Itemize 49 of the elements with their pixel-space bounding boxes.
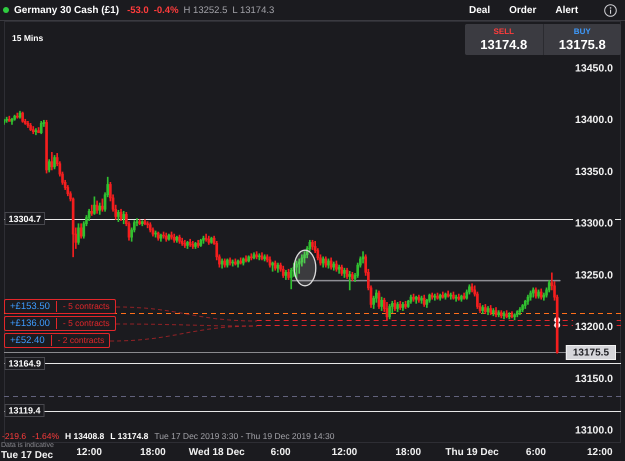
text: Order [509,4,536,16]
text: L 13174.3 [232,4,274,16]
annotation: 15 Mins [12,33,44,43]
x-tick-label: 6:00 [270,446,292,458]
annotation: -1.64% [32,431,60,441]
y-tick-label: 13150.0 [575,372,614,385]
chart-title: Germany 30 Cash (£1) [14,4,120,16]
text: Deal [469,4,490,16]
x-tick-label: 18:00 [140,446,166,458]
annotation: SELL [494,27,514,36]
x-tick-label: 18:00 [395,446,422,458]
annotation: +£153.50 [10,301,51,312]
annotation: - 5 contracts [56,301,110,312]
y-tick-label: 13300.0 [575,218,614,230]
annotation: - 2 contracts [50,335,104,346]
text: Alert [555,4,578,16]
ref-line-label: 13119.4 [8,406,41,416]
annotation: +£52.40 [10,335,46,346]
ref-line-label: 13304.7 [8,214,42,224]
x-tick-label: 12:00 [76,446,102,458]
position-tag: +£153.50 - 5 contracts [4,299,116,314]
position-tag: +£136.00 - 5 contracts [4,316,116,331]
x-tick-label: Wed 18 Dec [188,446,246,458]
text: H 13252.5 [184,4,228,16]
text: -0.4% [154,4,179,16]
ref-line-label: 13164.9 [8,358,42,368]
annotation: L 13174.8 [110,431,148,441]
annotation: 13175.8 [558,37,606,52]
annotation: +£136.00 [10,318,51,329]
y-tick-label: 13100.0 [575,424,614,436]
annotation: H 13408.8 [65,431,104,441]
annotation: Tue 17 Dec 2019 3:30 - Thu 19 Dec 2019 14:30 [154,431,334,441]
x-tick-label: 12:00 [586,446,613,458]
annotation: 13174.8 [480,37,528,52]
text: -53.0 [127,4,149,16]
annotation: BUY [574,27,591,36]
annotation: - 5 contracts [56,318,110,329]
y-tick-label: 13400.0 [575,114,614,126]
position-tag: +£52.40 - 2 contracts [4,333,110,348]
text: Tue 17 Dec [1,450,54,461]
y-tick-label: 13450.0 [575,62,614,74]
ref-line-label: 13175.5 [572,348,610,359]
x-tick-label: 12:00 [332,446,358,458]
x-tick-label: Thu 19 Dec [445,446,500,458]
x-tick-label: 6:00 [526,446,546,458]
y-tick-label: 13200.0 [575,321,614,334]
annotation: -219.6 [2,431,26,441]
y-tick-label: 13350.0 [575,166,614,178]
y-tick-label: 13250.0 [575,269,614,282]
